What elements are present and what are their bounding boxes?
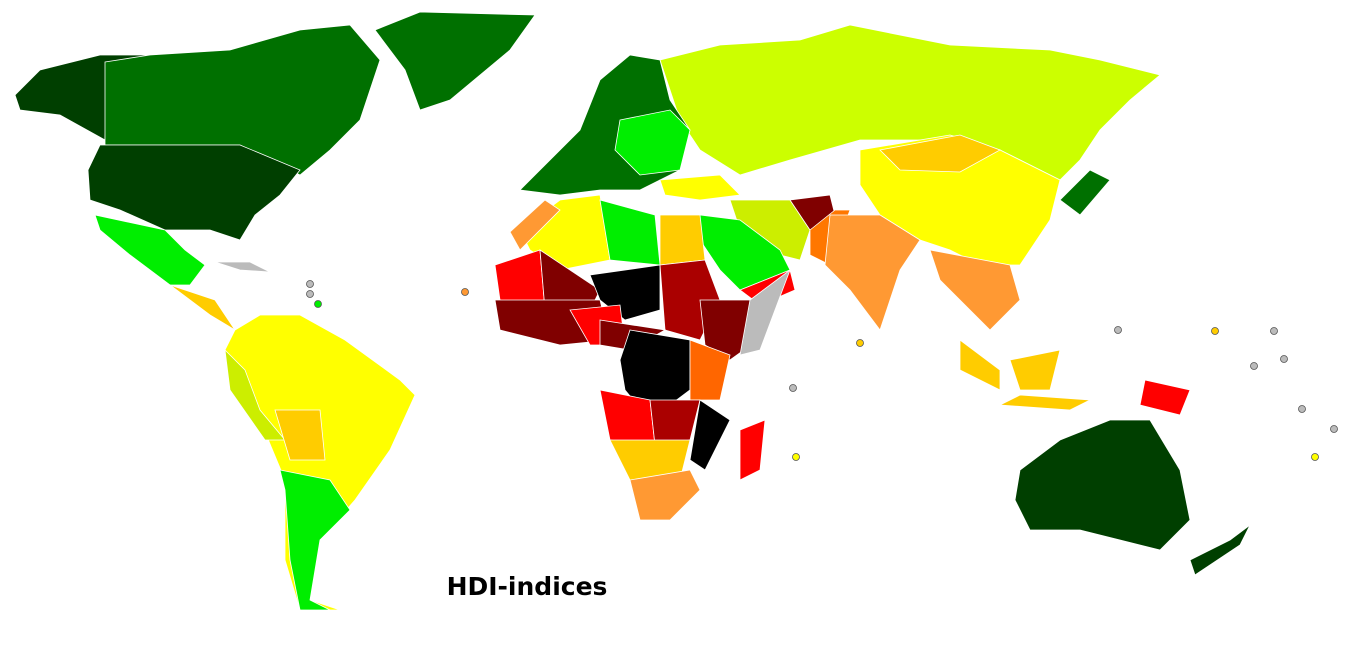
- niger-chad: [589, 264, 661, 321]
- africa: [494, 194, 791, 521]
- new-zealand: [1189, 524, 1251, 576]
- libya: [599, 199, 661, 266]
- papua-new-guinea: [1139, 379, 1191, 416]
- bolivia: [274, 409, 326, 461]
- mozambique: [689, 399, 731, 471]
- java: [998, 394, 1092, 411]
- eurasia: [519, 24, 1161, 331]
- central-america: [169, 284, 236, 331]
- south-america: [224, 314, 416, 611]
- turkey: [659, 174, 741, 201]
- india: [824, 214, 921, 331]
- island-marker: [1311, 453, 1319, 461]
- island-marker: [1250, 362, 1258, 370]
- island-marker: [856, 339, 864, 347]
- island-marker: [789, 384, 797, 392]
- island-marker: [1211, 327, 1219, 335]
- map-title: HDI-indices: [447, 572, 608, 601]
- greenland: [374, 11, 536, 111]
- eastern-europe: [614, 109, 691, 176]
- mongolia: [879, 134, 1001, 173]
- north-america: [14, 11, 536, 331]
- island-marker: [1114, 326, 1122, 334]
- east-africa: [689, 339, 731, 401]
- morocco: [509, 199, 561, 251]
- island-marker: [306, 290, 314, 298]
- japan: [1059, 169, 1111, 216]
- oceania: [959, 339, 1251, 576]
- somalia: [739, 268, 791, 356]
- island-markers: [306, 280, 1338, 461]
- south-africa: [629, 469, 701, 521]
- island-marker: [314, 300, 322, 308]
- island-marker: [1270, 327, 1278, 335]
- island-marker: [1330, 425, 1338, 433]
- mexico: [94, 214, 206, 286]
- borneo: [1009, 349, 1061, 391]
- usa: [87, 144, 301, 241]
- madagascar: [739, 419, 766, 481]
- egypt: [659, 214, 706, 266]
- cuba: [214, 261, 271, 273]
- island-marker: [306, 280, 314, 288]
- russia: [659, 24, 1161, 181]
- island-marker: [1280, 355, 1288, 363]
- south-america-main: [224, 314, 416, 611]
- argentina-chile: [279, 469, 351, 611]
- sumatra: [959, 339, 1001, 391]
- zambia: [649, 399, 701, 446]
- australia: [1014, 419, 1191, 551]
- island-marker: [461, 288, 469, 296]
- island-marker: [1298, 405, 1306, 413]
- island-marker: [792, 453, 800, 461]
- southeast-asia: [929, 249, 1021, 331]
